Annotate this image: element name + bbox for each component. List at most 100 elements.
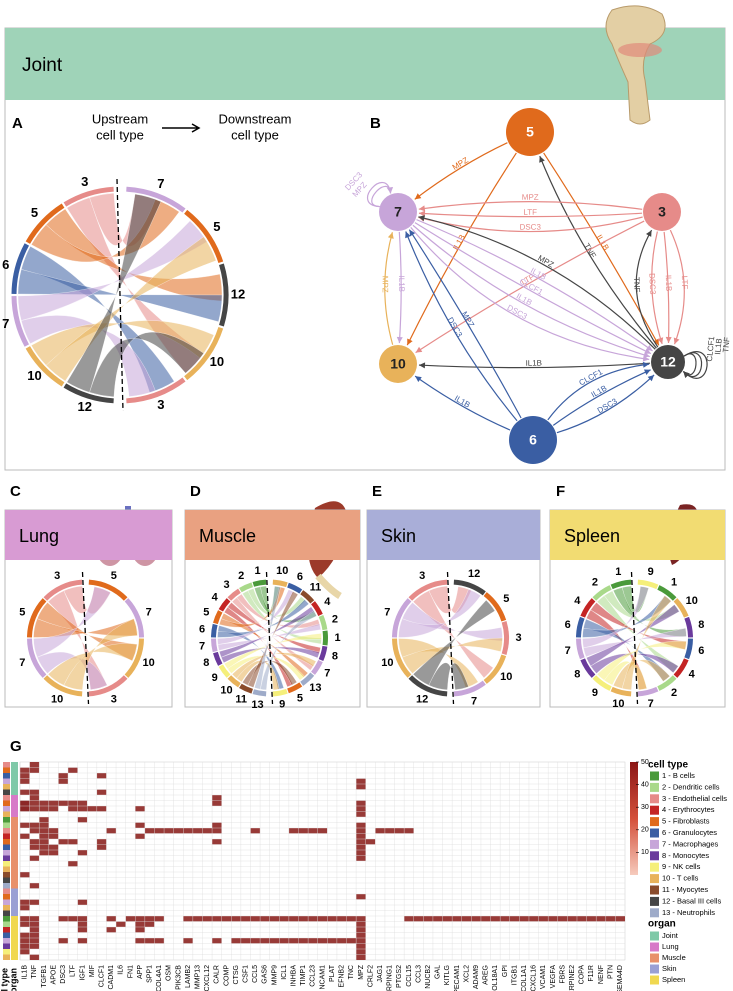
gene-label: COL1A1 <box>521 965 528 991</box>
row-organ-strip <box>11 789 18 795</box>
joint-title: Joint <box>22 55 63 76</box>
chord-label: 6 <box>199 623 205 635</box>
gene-label: NCAM1 <box>319 965 326 990</box>
gene-label: ADAM9 <box>473 965 480 989</box>
upstream-arc <box>11 243 30 295</box>
row-strip-label: cell type <box>0 968 9 991</box>
gene-label: VCAM1 <box>540 965 547 989</box>
heatmap-cell <box>212 938 222 944</box>
legend-swatch <box>650 964 659 974</box>
chord-label: 5 <box>31 205 38 220</box>
gene-label: IL6 <box>118 965 125 975</box>
edge <box>405 231 518 422</box>
heatmap-cell <box>135 833 145 839</box>
chord-ribbon <box>17 269 223 322</box>
node-label: 3 <box>658 204 666 220</box>
edge <box>412 224 650 358</box>
heatmap-cell <box>77 927 88 933</box>
row-organ-strip <box>11 866 18 872</box>
colorbar-label: 10 <box>641 849 649 856</box>
downstream-arc <box>483 654 507 684</box>
edge <box>543 152 660 346</box>
row-type-strip <box>3 778 10 784</box>
gene-label: APP <box>137 965 144 979</box>
gene-label: PIK3CB <box>175 965 182 990</box>
edge <box>547 363 650 421</box>
arrowhead <box>644 348 651 354</box>
downstream-arc <box>453 680 486 697</box>
upstream-arc <box>580 658 596 678</box>
chord-label: 9 <box>592 687 598 699</box>
chord-label: 12 <box>231 286 245 301</box>
chord-ribbon <box>66 193 162 393</box>
divider <box>116 178 124 412</box>
chord-label: 8 <box>698 619 704 631</box>
gene-label: GAL <box>435 965 442 979</box>
chord-ribbon <box>63 618 138 691</box>
heatmap-cell <box>77 916 88 922</box>
chord-ribbon <box>21 315 156 397</box>
heatmap-cell <box>20 872 30 878</box>
gene-label: COPA <box>579 965 586 985</box>
heatmap-cell <box>615 916 625 922</box>
row-type-strip <box>3 916 10 922</box>
arrowhead <box>405 231 411 239</box>
heatmap-cell <box>298 938 309 944</box>
row-organ-strip <box>11 943 18 949</box>
edge-label: IL1B <box>713 338 724 355</box>
arrowhead <box>418 205 426 212</box>
arrowhead <box>647 374 655 382</box>
row-type-strip <box>3 773 10 779</box>
chord-label: 3 <box>111 694 117 706</box>
edge-label: DSC3 <box>520 223 542 232</box>
row-organ-strip <box>11 910 18 916</box>
heatmap-cell <box>29 762 40 768</box>
downstream-arc <box>124 638 144 678</box>
heatmap-cell <box>327 938 337 944</box>
arrowhead <box>415 346 423 353</box>
edge-label: MPZ <box>451 155 470 172</box>
chord-label: 9 <box>648 566 654 578</box>
heatmap-cell <box>29 916 40 922</box>
heatmap-cell <box>538 916 549 922</box>
heatmap-cell <box>423 916 433 922</box>
row-organ-strip <box>11 899 18 905</box>
gene-label: SERPINE2 <box>569 965 576 991</box>
heatmap-cell <box>317 938 328 944</box>
heatmap-cell <box>596 916 606 922</box>
chord-ribbon <box>227 655 305 681</box>
gene-label: CCL15 <box>406 965 413 987</box>
gene-label: SEMA4D <box>617 965 624 991</box>
heatmap-cell <box>356 894 366 900</box>
chord-label: 13 <box>309 682 321 694</box>
row-type-strip <box>3 833 10 839</box>
heatmap-cell <box>20 905 30 911</box>
gene-label: PLAT <box>329 964 336 982</box>
edge-label: TNF <box>632 277 642 293</box>
downstream-arc <box>637 686 659 697</box>
heatmap-cell <box>212 800 222 806</box>
heatmap-cell <box>231 916 241 922</box>
legend-swatch <box>650 975 659 985</box>
upstream-arc <box>27 598 47 638</box>
edge <box>669 229 685 345</box>
chord-ribbon <box>217 623 321 651</box>
heatmap-cell <box>173 828 184 834</box>
gene-label: ITGB1 <box>511 965 518 985</box>
chord-ribbon <box>398 589 481 638</box>
chord-ribbon <box>428 662 469 691</box>
downstream-arc <box>501 621 509 655</box>
row-type-strip <box>3 839 10 845</box>
heatmap-cell <box>519 916 529 922</box>
heatmap-cell <box>106 828 117 834</box>
row-organ-strip <box>11 872 18 878</box>
edge-label: IL1B <box>453 394 472 410</box>
heatmap-cell <box>404 828 414 834</box>
chord-label: 4 <box>689 669 696 681</box>
legend-label: 13 - Neutrophils <box>662 908 715 917</box>
heatmap-cell <box>29 921 40 927</box>
chord-label: 3 <box>54 570 60 582</box>
heatmap-cell <box>269 938 280 944</box>
downstream-arc <box>318 614 328 631</box>
